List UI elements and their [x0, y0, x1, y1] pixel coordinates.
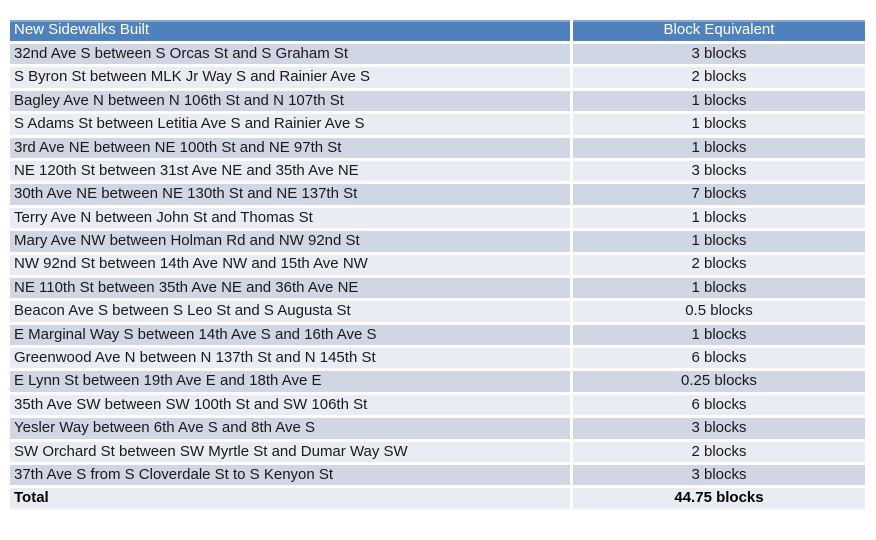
table-row: Yesler Way between 6th Ave S and 8th Ave…: [10, 418, 865, 439]
table-row-label: Bagley Ave N between N 106th St and N 10…: [10, 90, 570, 112]
table-row: 30th Ave NE between NE 130th St and NE 1…: [10, 184, 865, 205]
table-row-value: 3 blocks: [573, 465, 865, 486]
table-row: 32nd Ave S between S Orcas St and S Grah…: [10, 44, 865, 65]
table-row-value: 1 blocks: [573, 90, 865, 112]
table-row: Mary Ave NW between Holman Rd and NW 92n…: [10, 231, 865, 252]
table-row-label: NE 110th St between 35th Ave NE and 36th…: [10, 277, 570, 299]
table-row-label: S Byron St between MLK Jr Way S and Rain…: [10, 67, 570, 88]
header-row: New Sidewalks Built Block Equivalent: [10, 20, 865, 41]
table-row-label: 3rd Ave NE between NE 100th St and NE 97…: [10, 137, 570, 158]
table-row-value: 6 blocks: [573, 394, 865, 416]
table-row-label: 35th Ave SW between SW 100th St and SW 1…: [10, 394, 570, 416]
table-row: NE 110th St between 35th Ave NE and 36th…: [10, 277, 865, 299]
table-row: NE 120th St between 31st Ave NE and 35th…: [10, 160, 865, 182]
table-row-value: 1 blocks: [573, 231, 865, 252]
table-row-value: 7 blocks: [573, 184, 865, 205]
table-row-value: 2 blocks: [573, 67, 865, 88]
table-row-value: 1 blocks: [573, 324, 865, 346]
table-row: S Byron St between MLK Jr Way S and Rain…: [10, 67, 865, 88]
table-row: S Adams St between Letitia Ave S and Rai…: [10, 114, 865, 135]
table-row-label: NW 92nd St between 14th Ave NW and 15th …: [10, 254, 570, 275]
table-row-label: 30th Ave NE between NE 130th St and NE 1…: [10, 184, 570, 205]
table-row-value: 2 blocks: [573, 441, 865, 463]
table-row-value: 0.5 blocks: [573, 301, 865, 322]
table-row: Bagley Ave N between N 106th St and N 10…: [10, 90, 865, 112]
table-row-label: Terry Ave N between John St and Thomas S…: [10, 207, 570, 229]
table-row-label: Greenwood Ave N between N 137th St and N…: [10, 348, 570, 369]
table-row: Beacon Ave S between S Leo St and S Augu…: [10, 301, 865, 322]
table-row-label: S Adams St between Letitia Ave S and Rai…: [10, 114, 570, 135]
table-row: SW Orchard St between SW Myrtle St and D…: [10, 441, 865, 463]
table-row-label: 37th Ave S from S Cloverdale St to S Ken…: [10, 465, 570, 486]
table-row: 37th Ave S from S Cloverdale St to S Ken…: [10, 465, 865, 486]
table-row-value: 0.25 blocks: [573, 371, 865, 392]
table-row-label: E Marginal Way S between 14th Ave S and …: [10, 324, 570, 346]
table-row: 3rd Ave NE between NE 100th St and NE 97…: [10, 137, 865, 158]
column-header-block-equivalent: Block Equivalent: [573, 20, 865, 41]
table-row: E Lynn St between 19th Ave E and 18th Av…: [10, 371, 865, 392]
table-row-value: 3 blocks: [573, 160, 865, 182]
table-row: Terry Ave N between John St and Thomas S…: [10, 207, 865, 229]
sidewalks-table: New Sidewalks Built Block Equivalent 32n…: [7, 17, 868, 512]
table-row-value: 3 blocks: [573, 418, 865, 439]
table-row-label: SW Orchard St between SW Myrtle St and D…: [10, 441, 570, 463]
table-row: NW 92nd St between 14th Ave NW and 15th …: [10, 254, 865, 275]
table-row-value: 1 blocks: [573, 207, 865, 229]
table-row-value: 1 blocks: [573, 137, 865, 158]
table-row-label: 32nd Ave S between S Orcas St and S Grah…: [10, 44, 570, 65]
table-row-label: E Lynn St between 19th Ave E and 18th Av…: [10, 371, 570, 392]
table-row-value: 1 blocks: [573, 277, 865, 299]
table-row-label: Yesler Way between 6th Ave S and 8th Ave…: [10, 418, 570, 439]
total-row: Total 44.75 blocks: [10, 488, 865, 509]
table-row-label: Beacon Ave S between S Leo St and S Augu…: [10, 301, 570, 322]
table-row: 35th Ave SW between SW 100th St and SW 1…: [10, 394, 865, 416]
table-row-value: 1 blocks: [573, 114, 865, 135]
table-row-value: 6 blocks: [573, 348, 865, 369]
table-row-label: NE 120th St between 31st Ave NE and 35th…: [10, 160, 570, 182]
table-row: Greenwood Ave N between N 137th St and N…: [10, 348, 865, 369]
table-row-value: 2 blocks: [573, 254, 865, 275]
table-body: 32nd Ave S between S Orcas St and S Grah…: [10, 44, 865, 509]
table-row: E Marginal Way S between 14th Ave S and …: [10, 324, 865, 346]
total-row-label: Total: [10, 488, 570, 509]
column-header-new-sidewalks-built: New Sidewalks Built: [10, 20, 570, 41]
table-row-label: Mary Ave NW between Holman Rd and NW 92n…: [10, 231, 570, 252]
table-row-value: 3 blocks: [573, 44, 865, 65]
total-row-value: 44.75 blocks: [573, 488, 865, 509]
